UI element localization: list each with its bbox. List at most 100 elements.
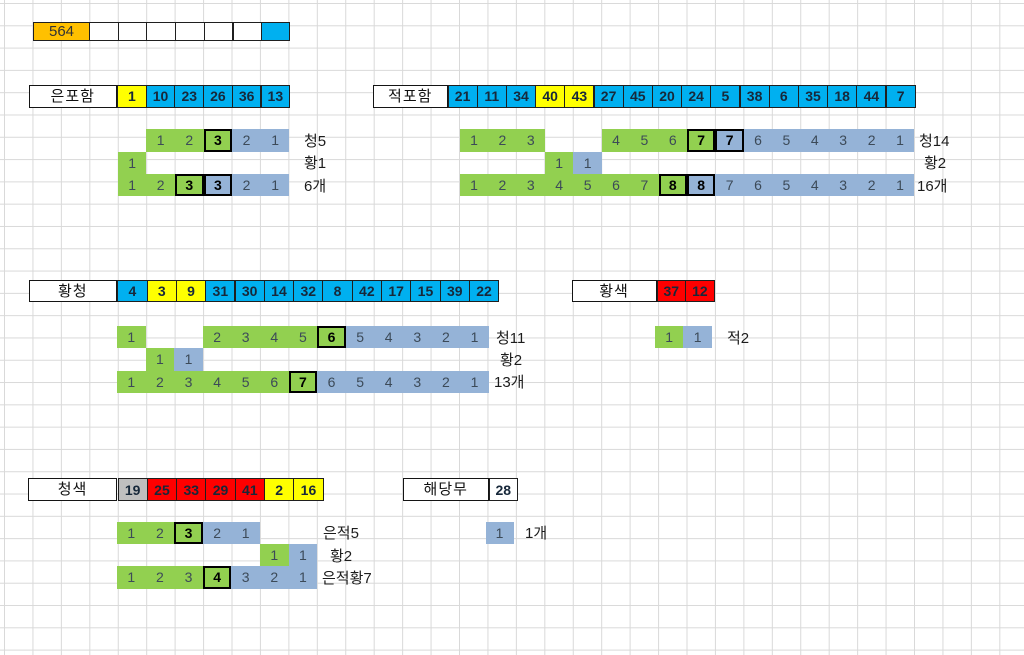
silver-included-value-5[interactable]: 13 [260, 85, 291, 108]
silver-row-total6-cell-2[interactable]: 3 [175, 173, 204, 197]
blue-row-silverredyellow7-cell-4[interactable]: 3 [231, 566, 260, 589]
red-row-yellow2-cell-3[interactable]: 1 [545, 151, 574, 174]
yellow-row-red2-cell-1[interactable]: 1 [683, 326, 712, 349]
red-included-value-9[interactable]: 5 [710, 85, 741, 108]
blue-row-silverred5-cell-1[interactable]: 2 [145, 521, 175, 544]
yb-row-total13-cell-11[interactable]: 2 [431, 370, 461, 393]
yb-row-yellow2-cell-1[interactable]: 1 [145, 348, 175, 371]
silver-included-value-3[interactable]: 26 [203, 85, 233, 108]
blue-row-silverred5-label[interactable]: 은적5 [323, 525, 359, 543]
red-row-total16-cell-7[interactable]: 8 [658, 173, 687, 197]
blue-row-silverredyellow7-cell-1[interactable]: 2 [145, 566, 175, 589]
yb-row-total13-cell-8[interactable]: 5 [345, 370, 375, 393]
yb-row-total13-cell-1[interactable]: 2 [145, 370, 175, 393]
red-included-value-13[interactable]: 18 [827, 85, 858, 108]
silver-included-value-0[interactable]: 1 [117, 85, 147, 108]
yb-row-blue11-cell-8[interactable]: 5 [345, 326, 375, 349]
blue-color-value-0[interactable]: 19 [117, 478, 148, 501]
red-row-blue14-cell-15[interactable]: 1 [885, 129, 915, 152]
red-row-total16-cell-15[interactable]: 1 [885, 173, 915, 197]
red-included-label[interactable]: 적포함 [373, 85, 448, 108]
red-included-value-11[interactable]: 6 [768, 85, 799, 108]
blue-color-value-5[interactable]: 2 [264, 478, 295, 501]
top-strip-cell-6[interactable] [232, 21, 263, 41]
top-strip-cell-7[interactable] [261, 21, 291, 41]
red-row-blue14-cell-5[interactable]: 4 [601, 129, 631, 152]
red-row-blue14-cell-10[interactable]: 6 [743, 129, 773, 152]
yb-row-total13-label[interactable]: 13개 [494, 374, 525, 392]
na-row-total1-label[interactable]: 1개 [525, 525, 548, 543]
top-strip-cell-1[interactable] [89, 21, 119, 41]
blue-color-value-2[interactable]: 33 [176, 478, 207, 501]
red-row-total16-label[interactable]: 16개 [917, 177, 948, 195]
silver-included-value-2[interactable]: 23 [174, 85, 205, 108]
yb-row-blue11-cell-12[interactable]: 1 [460, 326, 489, 349]
yellow-blue-value-4[interactable]: 30 [234, 280, 265, 303]
silver-included-value-4[interactable]: 36 [231, 85, 262, 108]
silver-included-label[interactable]: 은포함 [28, 85, 117, 108]
red-row-blue14-cell-9[interactable]: 7 [715, 129, 744, 152]
not-applicable-label[interactable]: 해당무 [403, 478, 489, 501]
blue-row-silverred5-cell-4[interactable]: 1 [231, 521, 260, 544]
blue-color-value-3[interactable]: 29 [205, 478, 236, 501]
yb-row-total13-cell-0[interactable]: 1 [117, 370, 146, 393]
silver-row-blue5-cell-3[interactable]: 3 [203, 129, 233, 152]
yb-row-yellow2-label[interactable]: 황2 [500, 351, 523, 369]
red-row-total16-cell-0[interactable]: 1 [459, 173, 489, 197]
blue-color-value-1[interactable]: 25 [146, 478, 178, 501]
yb-row-total13-cell-4[interactable]: 5 [231, 370, 260, 393]
silver-row-blue5-cell-5[interactable]: 1 [260, 129, 290, 152]
red-included-value-1[interactable]: 11 [476, 85, 507, 108]
yellow-blue-value-6[interactable]: 32 [293, 280, 324, 303]
red-row-blue14-cell-6[interactable]: 5 [630, 129, 659, 152]
silver-row-blue5-cell-2[interactable]: 2 [175, 129, 204, 152]
blue-row-yellow2-cell-5[interactable]: 1 [260, 544, 289, 567]
blue-row-yellow2-cell-6[interactable]: 1 [288, 544, 318, 567]
yb-row-blue11-cell-9[interactable]: 4 [374, 326, 403, 349]
red-included-value-8[interactable]: 24 [681, 85, 712, 108]
red-row-blue14-cell-14[interactable]: 2 [857, 129, 886, 152]
red-row-blue14-cell-8[interactable]: 7 [687, 129, 716, 152]
silver-included-value-1[interactable]: 10 [145, 85, 176, 108]
red-included-value-5[interactable]: 27 [593, 85, 624, 108]
top-strip-cell-2[interactable] [117, 21, 148, 41]
blue-color-value-4[interactable]: 41 [234, 478, 265, 501]
red-row-yellow2-label[interactable]: 황2 [924, 155, 947, 173]
red-row-blue14-cell-13[interactable]: 3 [829, 129, 858, 152]
yb-row-blue11-cell-7[interactable]: 6 [317, 326, 346, 349]
yb-row-blue11-cell-10[interactable]: 3 [403, 326, 432, 349]
yellow-blue-value-3[interactable]: 31 [205, 280, 236, 303]
red-row-blue14-cell-1[interactable]: 2 [488, 129, 517, 152]
red-included-value-14[interactable]: 44 [856, 85, 887, 108]
silver-row-blue5-label[interactable]: 청5 [304, 132, 327, 150]
blue-row-silverredyellow7-label[interactable]: 은적황7 [322, 569, 372, 587]
red-row-total16-cell-12[interactable]: 4 [800, 173, 829, 197]
red-row-total16-cell-3[interactable]: 4 [545, 173, 574, 197]
red-included-value-12[interactable]: 35 [797, 85, 829, 108]
red-included-value-7[interactable]: 20 [651, 85, 683, 108]
red-row-total16-cell-14[interactable]: 2 [857, 173, 886, 197]
na-row-total1-cell-0[interactable]: 1 [485, 521, 514, 544]
yb-row-total13-cell-12[interactable]: 1 [460, 370, 489, 393]
silver-row-total6-label[interactable]: 6개 [304, 177, 327, 195]
red-row-blue14-label[interactable]: 청14 [919, 132, 950, 150]
silver-row-blue5-cell-1[interactable]: 1 [146, 129, 175, 152]
yellow-blue-value-7[interactable]: 8 [322, 280, 353, 303]
silver-row-blue5-cell-4[interactable]: 2 [232, 129, 261, 152]
top-strip-cell-4[interactable] [175, 21, 205, 41]
top-strip-cell-3[interactable] [146, 21, 177, 41]
red-row-blue14-cell-0[interactable]: 1 [459, 129, 489, 152]
blue-row-yellow2-label[interactable]: 황2 [330, 547, 353, 565]
blue-row-silverred5-cell-0[interactable]: 1 [117, 521, 146, 544]
red-included-value-6[interactable]: 45 [622, 85, 653, 108]
top-strip-value-cell[interactable]: 564 [33, 21, 90, 41]
red-row-total16-cell-2[interactable]: 3 [516, 173, 545, 197]
red-included-value-0[interactable]: 21 [447, 85, 478, 108]
blue-color-label[interactable]: 청색 [28, 478, 117, 501]
yellow-blue-label[interactable]: 황청 [28, 280, 117, 303]
blue-row-silverredyellow7-cell-2[interactable]: 3 [174, 566, 203, 589]
yb-row-blue11-cell-5[interactable]: 4 [260, 326, 289, 349]
blue-row-silverredyellow7-cell-0[interactable]: 1 [117, 566, 146, 589]
silver-row-total6-cell-4[interactable]: 2 [232, 173, 261, 197]
yb-row-blue11-cell-6[interactable]: 5 [288, 326, 318, 349]
